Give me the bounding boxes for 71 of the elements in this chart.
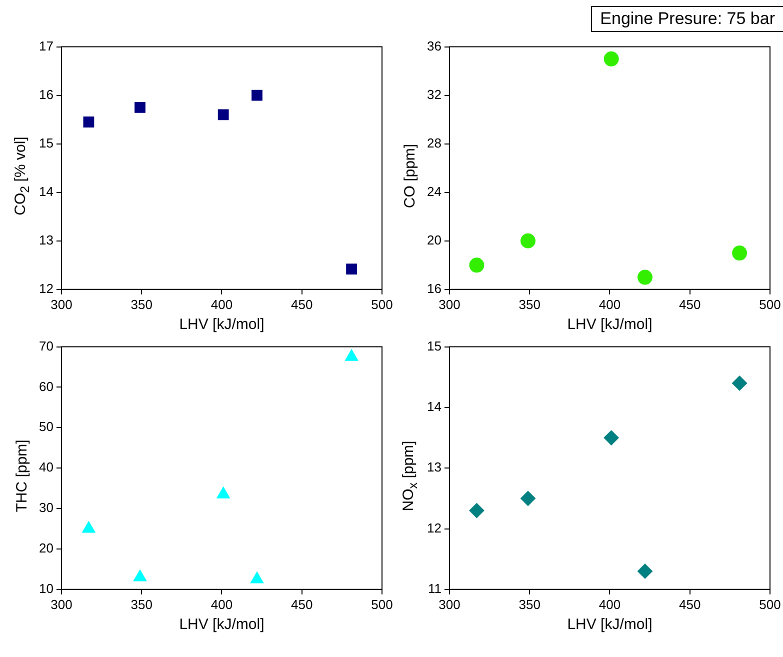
y-tick-label: 70 <box>38 338 54 354</box>
y-tick-label: 13 <box>38 232 54 248</box>
x-tick-label: 500 <box>759 296 781 312</box>
point <box>469 258 484 273</box>
point <box>604 430 619 446</box>
y-tick-label: 14 <box>38 184 54 199</box>
point <box>82 521 96 533</box>
point <box>469 503 484 518</box>
y-tick-label: 32 <box>426 86 442 102</box>
point <box>732 376 748 391</box>
point <box>346 264 357 274</box>
x-axis-title: LHV [kJ/mol] <box>567 316 652 334</box>
x-tick-label: 400 <box>210 296 233 312</box>
y-tick-label: 14 <box>426 399 442 414</box>
y-tick-label: 20 <box>426 232 442 248</box>
y-tick-label: 12 <box>38 280 54 296</box>
x-tick-label: 400 <box>210 596 233 612</box>
x-tick-label: 350 <box>130 596 152 612</box>
point <box>520 490 536 506</box>
point <box>637 564 652 579</box>
y-tick-label: 50 <box>38 419 54 434</box>
x-tick-label: 450 <box>291 296 313 312</box>
x-tick-label: 300 <box>50 596 72 612</box>
y-tick-label: 20 <box>38 540 54 556</box>
point <box>216 486 230 498</box>
y-tick-label: 24 <box>426 184 442 199</box>
x-tick-label: 450 <box>679 296 701 312</box>
point <box>250 572 264 584</box>
y-tick-label: 30 <box>38 500 54 516</box>
y-tick-label: 13 <box>426 460 442 475</box>
y-tick-label: 15 <box>38 135 54 150</box>
y-tick-label: 17 <box>38 38 54 54</box>
x-tick-label: 500 <box>371 596 393 612</box>
x-tick-label: 500 <box>371 296 393 312</box>
y-tick-label: 36 <box>426 38 442 54</box>
x-axis-title: LHV [kJ/mol] <box>179 316 264 334</box>
point <box>83 116 94 128</box>
x-tick-label: 350 <box>130 296 152 312</box>
point <box>604 51 619 66</box>
point <box>134 102 146 113</box>
point <box>732 246 748 261</box>
y-tick-label: 11 <box>428 580 442 596</box>
y-tick-label: 16 <box>426 280 442 296</box>
x-tick-label: 400 <box>598 296 621 312</box>
y-tick-label: 12 <box>426 520 442 536</box>
x-tick-label: 300 <box>50 296 72 312</box>
text: Engine Presure: 75 bar <box>591 6 783 32</box>
point <box>520 233 536 248</box>
point <box>218 109 229 120</box>
point <box>637 270 652 285</box>
x-tick-label: 300 <box>438 296 460 312</box>
x-tick-label: 350 <box>518 296 540 312</box>
y-tick-label: 28 <box>426 135 442 150</box>
x-axis-title: LHV [kJ/mol] <box>179 616 264 634</box>
y-tick-label: 40 <box>38 460 54 475</box>
x-tick-label: 300 <box>438 596 460 612</box>
y-tick-label: 15 <box>426 338 442 354</box>
point <box>344 349 358 361</box>
y-tick-label: 16 <box>38 86 54 102</box>
x-tick-label: 400 <box>598 596 621 612</box>
x-tick-label: 500 <box>759 596 781 612</box>
y-tick-label: 60 <box>38 378 54 394</box>
y-tick-label: 10 <box>38 580 54 596</box>
x-tick-label: 350 <box>518 596 540 612</box>
x-axis-title: LHV [kJ/mol] <box>567 616 652 634</box>
x-tick-label: 450 <box>679 596 701 612</box>
point <box>133 570 147 582</box>
y-axis-title: CO [ppm] <box>402 144 418 208</box>
point <box>252 90 262 101</box>
x-tick-label: 450 <box>291 596 313 612</box>
y-axis-title: THC [ppm] <box>14 440 30 512</box>
